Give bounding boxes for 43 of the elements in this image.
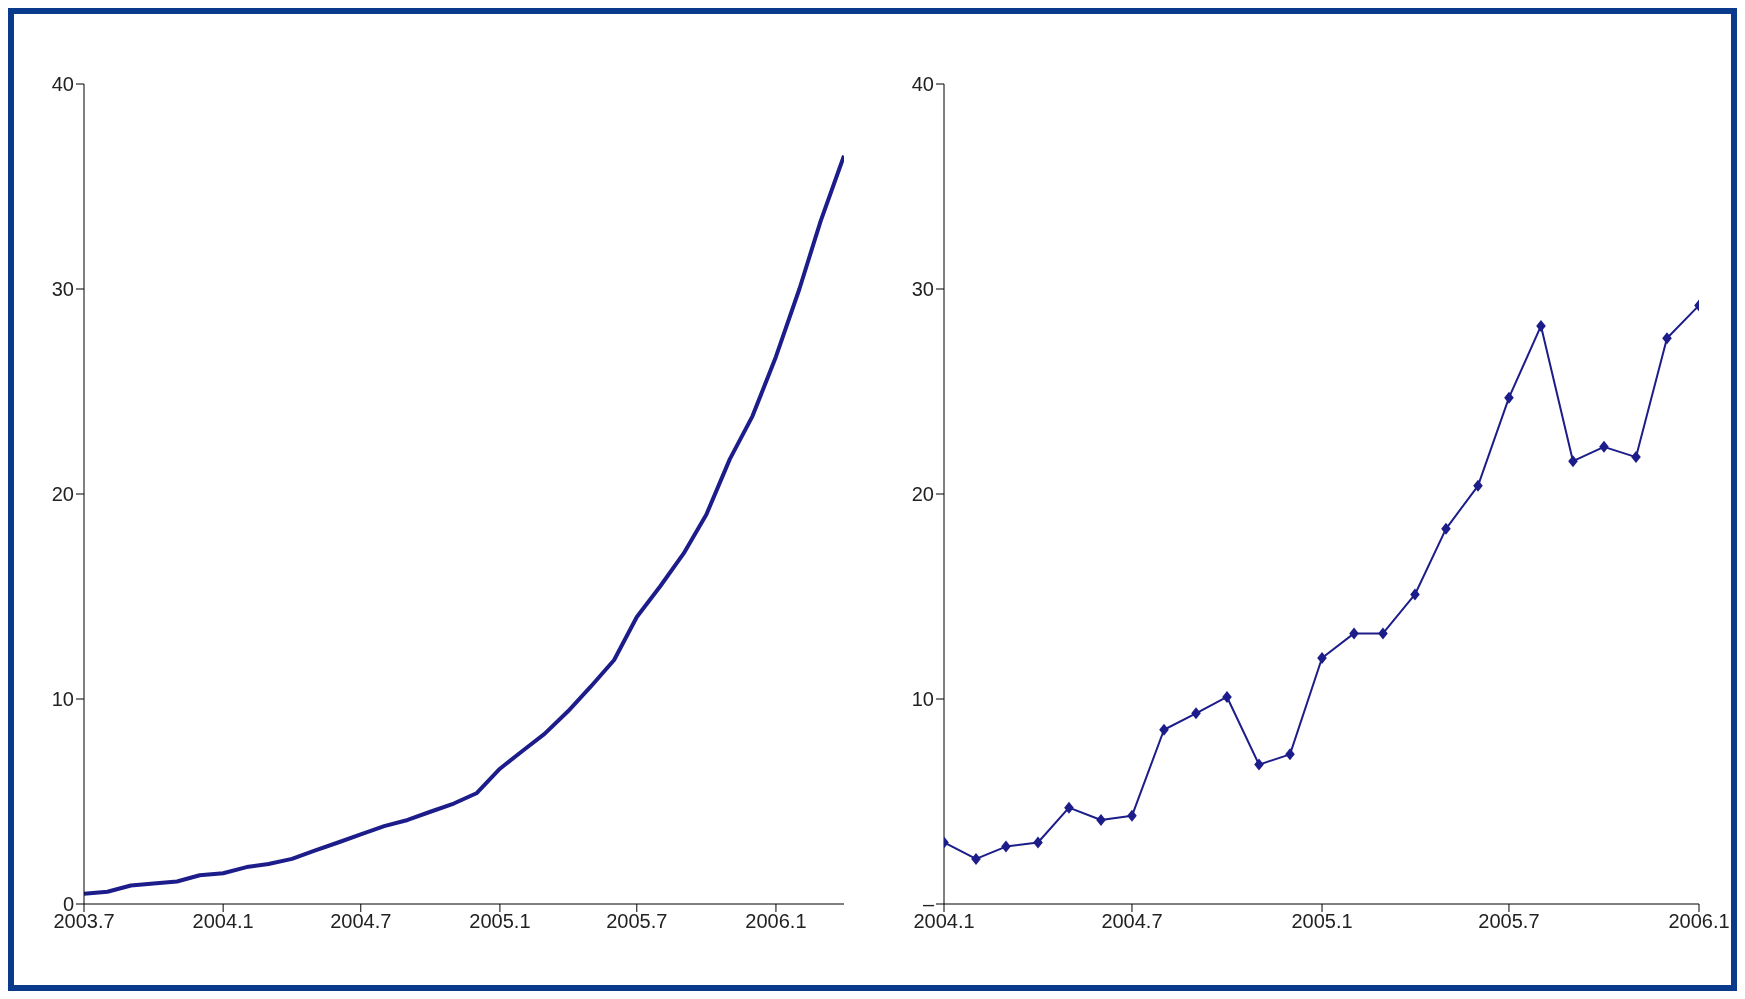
x-tick-label: 2006.1: [1668, 910, 1730, 933]
y-tick-label: 40: [51, 73, 74, 96]
point: [1662, 332, 1672, 345]
point: [1191, 707, 1201, 720]
point: [1317, 652, 1327, 664]
y-tick-label: 10: [51, 688, 74, 711]
point: [1033, 836, 1043, 849]
x-tick-label: 2005.7: [1478, 910, 1540, 933]
point: [1096, 813, 1106, 826]
point: [1159, 723, 1169, 736]
x-tick-label: 2004.7: [330, 910, 392, 933]
x-tick-label: 2005.1: [469, 910, 531, 933]
point: [1536, 319, 1546, 332]
point: [1441, 522, 1451, 535]
point: [1222, 690, 1232, 703]
point: [1378, 627, 1388, 640]
point: [971, 852, 981, 865]
point: [1631, 451, 1641, 464]
point: [1285, 748, 1295, 761]
point: [1254, 758, 1264, 771]
y-tick-label: 10: [911, 688, 934, 711]
point: [1127, 809, 1137, 822]
y-tick-label: 20: [51, 483, 74, 506]
point: [1599, 440, 1609, 453]
point: [1064, 801, 1074, 814]
line-series: [84, 153, 844, 896]
x-tick-label: 2004.1: [192, 910, 254, 933]
point: [1349, 627, 1359, 640]
point: [1568, 455, 1578, 468]
y-tick-label: 30: [911, 278, 934, 301]
point: [1504, 391, 1514, 404]
point: [1001, 840, 1011, 853]
y-tick-label: 20: [911, 483, 934, 506]
x-tick-label: 2005.1: [1291, 910, 1353, 933]
y-tick-label: 30: [51, 278, 74, 301]
x-tick-label: 2006.1: [745, 910, 807, 933]
x-tick-label: 2003.7: [53, 910, 115, 933]
point: [1473, 479, 1483, 492]
point: [1410, 588, 1420, 601]
x-tick-label: 2004.1: [913, 910, 975, 933]
y-tick-label: 40: [911, 73, 934, 96]
x-tick-label: 2005.7: [606, 910, 668, 933]
x-tick-label: 2004.7: [1101, 910, 1163, 933]
